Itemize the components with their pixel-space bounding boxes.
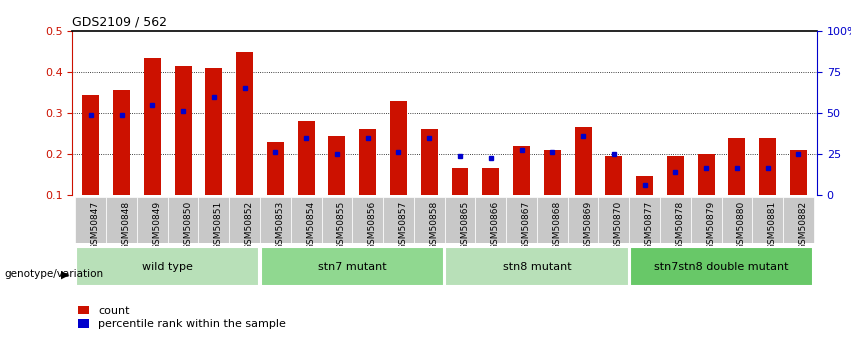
Text: GSM50850: GSM50850 [183, 200, 192, 250]
Text: GSM50868: GSM50868 [552, 200, 562, 250]
Bar [414, 197, 444, 243]
Bar [574, 127, 591, 195]
Bar [229, 197, 260, 243]
Text: GSM50856: GSM50856 [368, 200, 377, 250]
Bar [476, 197, 506, 243]
Text: GSM50857: GSM50857 [398, 200, 408, 250]
Bar [568, 197, 598, 243]
Bar [328, 136, 346, 195]
Bar [260, 247, 444, 286]
Bar [76, 197, 106, 243]
Bar [691, 197, 722, 243]
Bar [420, 129, 437, 195]
Text: GDS2109 / 562: GDS2109 / 562 [72, 15, 168, 28]
Bar [445, 247, 629, 286]
Text: GSM50865: GSM50865 [460, 200, 469, 250]
Text: stn7stn8 double mutant: stn7stn8 double mutant [654, 262, 789, 272]
Bar [452, 168, 469, 195]
Text: GSM50849: GSM50849 [152, 200, 162, 249]
Bar [783, 197, 814, 243]
Bar [728, 138, 745, 195]
Bar [637, 177, 653, 195]
Bar [629, 197, 660, 243]
Bar [260, 197, 291, 243]
Text: wild type: wild type [142, 262, 193, 272]
Text: GSM50870: GSM50870 [614, 200, 623, 250]
Text: GSM50879: GSM50879 [706, 200, 715, 250]
Text: GSM50866: GSM50866 [491, 200, 500, 250]
Text: GSM50847: GSM50847 [91, 200, 100, 249]
Text: GSM50878: GSM50878 [676, 200, 684, 250]
Text: GSM50877: GSM50877 [645, 200, 654, 250]
Bar [137, 197, 168, 243]
Text: genotype/variation: genotype/variation [4, 269, 103, 279]
Bar [174, 66, 191, 195]
Bar [752, 197, 783, 243]
Text: GSM50854: GSM50854 [306, 200, 315, 249]
Text: stn7 mutant: stn7 mutant [318, 262, 386, 272]
Text: GSM50880: GSM50880 [737, 200, 746, 250]
Bar [383, 197, 414, 243]
Text: GSM50869: GSM50869 [583, 200, 592, 250]
Bar [598, 197, 629, 243]
Bar [322, 197, 352, 243]
Bar [667, 156, 684, 195]
Bar [483, 168, 500, 195]
Bar [237, 51, 253, 195]
Bar [722, 197, 752, 243]
Bar [205, 68, 222, 195]
Text: GSM50851: GSM50851 [214, 200, 223, 250]
Legend: count, percentile rank within the sample: count, percentile rank within the sample [78, 306, 286, 329]
Text: GSM50881: GSM50881 [768, 200, 777, 250]
Bar [352, 197, 383, 243]
Bar [660, 197, 691, 243]
Bar [537, 197, 568, 243]
Bar [698, 154, 715, 195]
Text: ▶: ▶ [61, 269, 70, 279]
Text: GSM50858: GSM50858 [429, 200, 438, 250]
Bar [298, 121, 315, 195]
Bar [291, 197, 322, 243]
Bar [390, 101, 407, 195]
Bar [759, 138, 776, 195]
Text: GSM50852: GSM50852 [244, 200, 254, 249]
Bar [198, 197, 229, 243]
Text: GSM50853: GSM50853 [276, 200, 284, 250]
Bar [506, 197, 537, 243]
Bar [113, 90, 130, 195]
Bar [106, 197, 137, 243]
Bar [76, 247, 260, 286]
Bar [630, 247, 814, 286]
Bar [359, 129, 376, 195]
Bar [144, 58, 161, 195]
Text: stn8 mutant: stn8 mutant [503, 262, 571, 272]
Bar [544, 150, 561, 195]
Text: GSM50882: GSM50882 [798, 200, 808, 249]
Bar [605, 156, 622, 195]
Bar [513, 146, 530, 195]
Bar [444, 197, 476, 243]
Text: GSM50867: GSM50867 [522, 200, 530, 250]
Bar [267, 142, 284, 195]
Bar [83, 95, 100, 195]
Bar [790, 150, 807, 195]
Text: GSM50848: GSM50848 [122, 200, 130, 249]
Bar [168, 197, 198, 243]
Text: GSM50855: GSM50855 [337, 200, 346, 250]
